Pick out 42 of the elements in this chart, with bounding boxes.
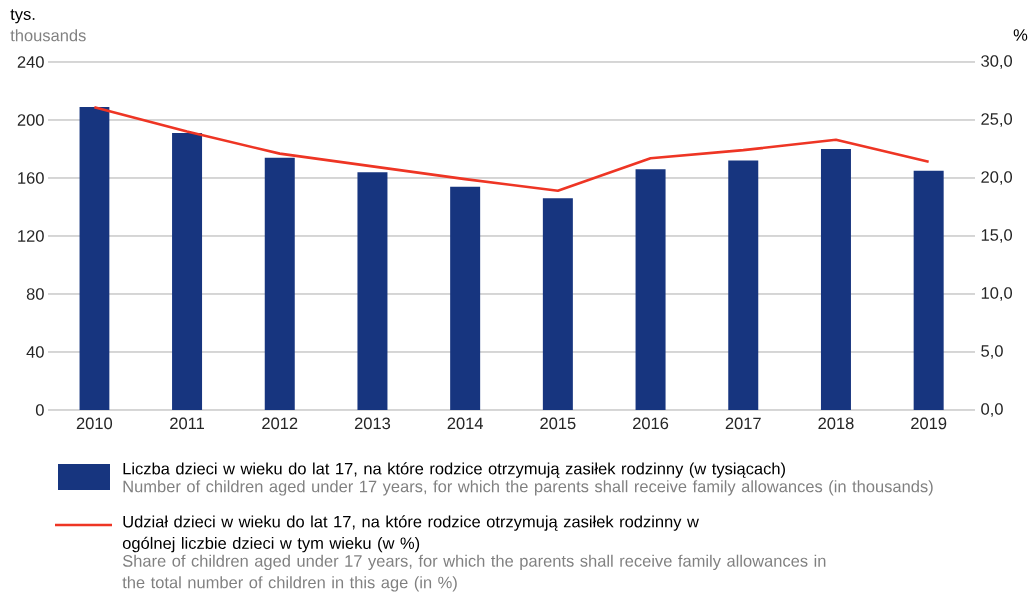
- y2-tick-label: 0,0: [981, 403, 1003, 417]
- y-tick-label: 240: [17, 56, 44, 68]
- bar: [542, 198, 573, 410]
- text: Number of children aged under 17 years, for which the parents shall receive family allowances (in thousands): [123, 480, 933, 496]
- y-axis-title: tys.: [10, 9, 35, 24]
- bar: [172, 133, 203, 410]
- x-tick-label: 2010: [76, 417, 113, 430]
- y-tick-label: 160: [18, 172, 44, 184]
- text: thousands: [10, 29, 86, 42]
- x-tick-label: 2016: [633, 417, 669, 430]
- y2-tick-label: 20,0: [981, 171, 1013, 185]
- y2-tick-label: 25,0: [981, 113, 1013, 127]
- y2-axis-title: %: [1013, 29, 1028, 41]
- x-tick-label: 2017: [725, 417, 761, 430]
- x-tick-label: 2015: [540, 417, 576, 430]
- text: Share of children aged under 17 years, for which the parents shall receive family allowances in the total number of children in this age (in %): [122, 554, 826, 592]
- legend-label: Udział dzieci w wieku do lat 17, na które rodzice otrzymują zasiłek rodzinny w ogólnej liczbie dzieci w tym wieku (w %): [122, 515, 699, 553]
- bar: [728, 160, 759, 410]
- x-tick-label: 2012: [262, 417, 298, 430]
- y-tick-label: 40: [26, 346, 44, 358]
- bar: [913, 170, 944, 410]
- bar: [450, 186, 481, 410]
- x-tick-label: 2011: [170, 417, 204, 430]
- bar: [635, 169, 666, 410]
- y-tick-label: 120: [18, 230, 44, 242]
- bar: [79, 106, 110, 410]
- y-tick-label: 80: [26, 288, 44, 300]
- y2-tick-label: 30,0: [981, 55, 1013, 69]
- legend-label: Liczba dzieci w wieku do lat 17, na które rodzice otrzymują zasiłek rodzinny (w tysiącach): [123, 462, 785, 478]
- line-series: [93, 105, 930, 193]
- bar: [264, 157, 295, 410]
- y2-tick-label: 15,0: [981, 229, 1013, 243]
- y2-tick-label: 5,0: [981, 345, 1003, 359]
- bar: [820, 149, 851, 410]
- x-tick-label: 2018: [818, 417, 854, 430]
- x-tick-label: 2019: [911, 417, 947, 430]
- y-tick-label: 200: [17, 114, 44, 126]
- bar: [357, 172, 388, 410]
- y2-tick-label: 10,0: [981, 287, 1013, 301]
- y-tick-label: 0: [35, 404, 44, 416]
- x-tick-label: 2014: [447, 417, 484, 430]
- x-tick-label: 2013: [354, 417, 391, 430]
